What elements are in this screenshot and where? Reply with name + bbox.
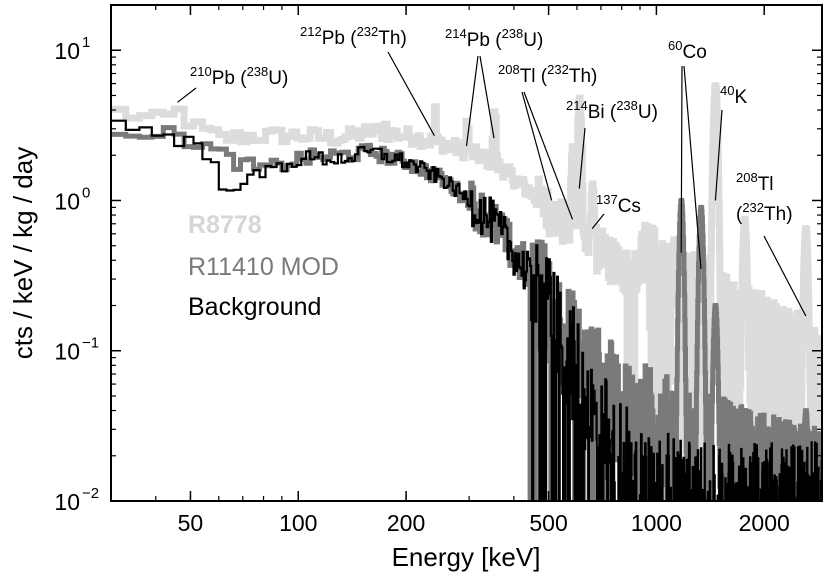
y-tick-exponent: 1 xyxy=(82,34,90,51)
annotation-label: 40K xyxy=(720,83,747,108)
y-tick-label: 10 xyxy=(54,489,80,515)
annotation-pointer xyxy=(763,235,807,317)
annotation-label: 60Co xyxy=(668,38,707,63)
legend: R8778 R11410 MOD Background xyxy=(188,211,339,321)
annotation-pointer xyxy=(521,91,553,201)
annotation-tl208b: 208Tl (232Th) xyxy=(736,170,807,317)
x-tick-label: 200 xyxy=(387,510,425,536)
annotation-tl208a: 208Tl (232Th) xyxy=(498,62,597,220)
annotation-pointer xyxy=(479,55,495,139)
annotation-pointer xyxy=(683,65,702,270)
plot-frame xyxy=(110,4,823,502)
annotation-label: 214Pb (238U) xyxy=(445,26,543,51)
annotation-label: 214Bi (238U) xyxy=(566,98,658,123)
y-tick-label: 10 xyxy=(54,38,80,64)
annotation-pb210: 210Pb (238U) xyxy=(177,64,288,103)
annotation-label: 212Pb (232Th) xyxy=(300,24,407,49)
annotation-pointer xyxy=(578,127,586,189)
annotation-label: 137Cs xyxy=(596,192,641,217)
x-tick-label: 500 xyxy=(529,510,567,536)
x-tick-label: 1000 xyxy=(631,510,682,536)
annotation-pb214: 214Pb (238U) xyxy=(445,26,543,147)
annotation-label: 208Tl xyxy=(736,170,774,195)
annotation-label-line2: (232Th) xyxy=(736,200,793,225)
annotation-label: 210Pb (238U) xyxy=(190,64,288,89)
x-axis-label: Energy [keV] xyxy=(392,542,541,572)
x-tick-label: 50 xyxy=(178,510,204,536)
annotation-pointer xyxy=(523,91,574,220)
annotation-cs137: 137Cs xyxy=(591,192,641,229)
annotation-pointer xyxy=(465,55,479,147)
y-tick-label: 10 xyxy=(54,188,80,214)
annotation-co60: 60Co xyxy=(668,38,707,270)
x-tick-label: 100 xyxy=(279,510,317,536)
legend-r8778: R8778 xyxy=(188,211,262,239)
y-axis-label: cts / keV / kg / day xyxy=(8,147,38,359)
annotation-k40: 40K xyxy=(714,83,747,201)
legend-background: Background xyxy=(188,293,321,321)
annotation-pointer xyxy=(714,109,723,201)
legend-r11410-mod: R11410 MOD xyxy=(188,253,339,281)
annotation-label: 208Tl (232Th) xyxy=(498,62,597,87)
annotation-bi214: 214Bi (238U) xyxy=(566,98,658,189)
y-tick-label: 10 xyxy=(54,339,80,365)
annotation-layer: 210Pb (238U) 212Pb (232Th) 214Pb (238U) 208… xyxy=(177,24,807,317)
y-tick-exponent: −1 xyxy=(82,335,99,352)
annotation-pointer xyxy=(591,213,605,229)
annotation-pb212: 212Pb (232Th) xyxy=(300,24,435,136)
annotation-pointer xyxy=(387,51,435,136)
y-tick-exponent: −2 xyxy=(82,485,99,502)
y-tick-exponent: 0 xyxy=(82,184,90,201)
annotation-pointer xyxy=(680,65,683,253)
series-layer xyxy=(111,82,822,501)
x-tick-label: 2000 xyxy=(739,510,790,536)
annotation-pointer xyxy=(177,87,197,103)
series-background xyxy=(111,119,822,501)
